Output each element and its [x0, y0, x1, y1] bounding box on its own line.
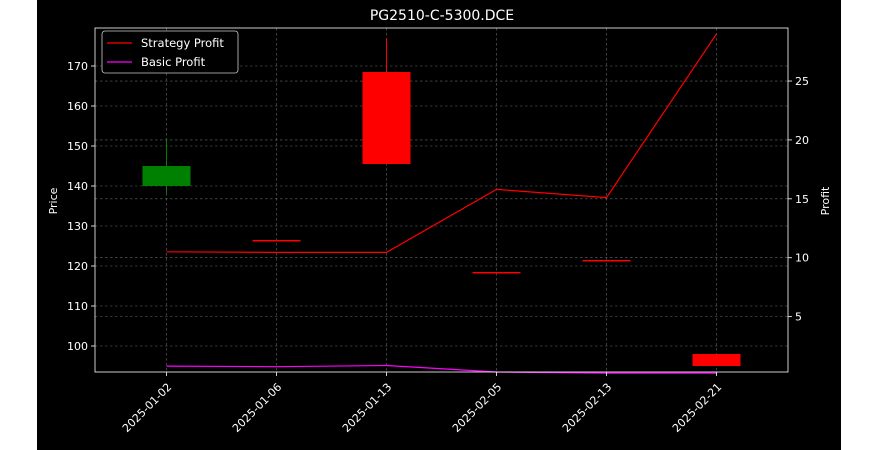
y-tick-label-left: 150	[67, 140, 88, 153]
strategy-profit-line	[166, 33, 717, 253]
y-tick-label-right: 5	[795, 311, 802, 324]
y-tick-label-left: 170	[67, 60, 88, 73]
y-tick-label-left: 100	[67, 340, 88, 353]
grid-lines	[95, 28, 788, 372]
legend: Strategy Profit Basic Profit	[101, 30, 239, 74]
legend-label-strategy: Strategy Profit	[141, 36, 224, 50]
y-tick-label-right: 10	[795, 252, 809, 265]
legend-label-basic: Basic Profit	[141, 55, 206, 69]
x-tick-label: 2025-01-06	[230, 381, 284, 435]
candle-body	[142, 166, 191, 186]
legend-frame	[101, 30, 239, 74]
candle-body	[472, 272, 521, 274]
y-axis-label-left: Price	[47, 187, 60, 214]
chart-svg: PG2510-C-5300.DCE 2025-01-02 2025-01-06 20…	[47, 8, 832, 435]
x-tick-label: 2025-02-05	[450, 381, 504, 435]
y-axis-label-right: Profit	[819, 186, 832, 215]
candle-body	[692, 354, 741, 366]
basic-profit-line	[166, 364, 717, 374]
profit-lines	[166, 33, 717, 374]
y-tick-label-left: 120	[67, 260, 88, 273]
chart-figure: PG2510-C-5300.DCE 2025-01-02 2025-01-06 20…	[37, 0, 841, 450]
x-tick-label: 2025-02-21	[670, 381, 724, 435]
candles	[142, 38, 741, 366]
candle-body	[362, 72, 411, 164]
candle-body	[252, 240, 301, 242]
y-tick-label-left: 130	[67, 220, 88, 233]
axes: 2025-01-02 2025-01-06 2025-01-13 2025-02-05…	[67, 27, 809, 435]
y-tick-label-right: 15	[795, 193, 809, 206]
y-tick-label-left: 140	[67, 180, 88, 193]
candle-body	[582, 260, 631, 262]
y-tick-label-right: 20	[795, 134, 809, 147]
chart-title: PG2510-C-5300.DCE	[370, 8, 514, 24]
y-tick-label-right: 25	[795, 75, 809, 88]
y-tick-label-left: 110	[67, 300, 88, 313]
x-tick-label: 2025-01-02	[120, 381, 174, 435]
x-tick-label: 2025-01-13	[340, 381, 394, 435]
y-tick-label-left: 160	[67, 100, 88, 113]
plot-frame	[94, 27, 789, 373]
x-tick-label: 2025-02-13	[560, 381, 614, 435]
